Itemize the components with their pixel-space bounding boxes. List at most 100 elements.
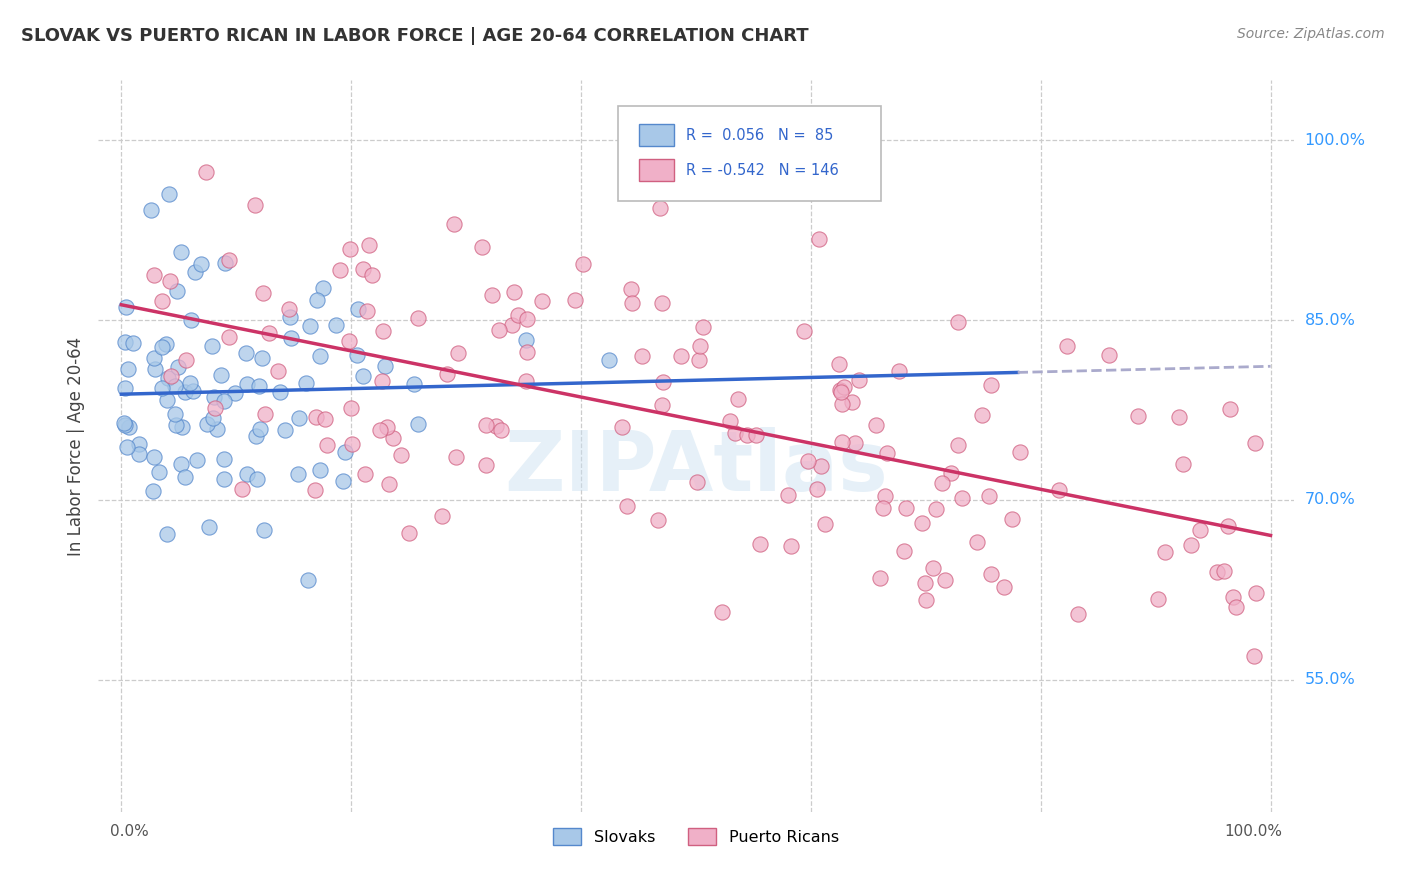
FancyBboxPatch shape (638, 160, 675, 181)
Point (143, 351, 166, 365)
Point (305, 293, 328, 307)
Point (980, 566, 1002, 581)
Point (950, 491, 973, 505)
Point (485, 419, 508, 434)
Point (647, 513, 669, 527)
Point (122, 335, 145, 350)
Point (174, 352, 197, 367)
Point (1098, 347, 1121, 361)
Point (475, 458, 498, 472)
Point (893, 543, 915, 558)
Point (979, 489, 1001, 503)
Point (887, 364, 910, 378)
Point (710, 605, 733, 619)
Point (172, 420, 194, 434)
Point (356, 304, 378, 318)
Point (391, 449, 413, 463)
Point (718, 414, 741, 428)
Point (374, 359, 396, 373)
Y-axis label: In Labor Force | Age 20-64: In Labor Force | Age 20-64 (66, 336, 84, 556)
Point (408, 310, 430, 325)
Point (165, 417, 187, 432)
Point (516, 312, 538, 326)
Point (247, 378, 270, 392)
Point (914, 575, 936, 590)
Point (128, 436, 150, 450)
Text: SLOVAK VS PUERTO RICAN IN LABOR FORCE | AGE 20-64 CORRELATION CHART: SLOVAK VS PUERTO RICAN IN LABOR FORCE | … (21, 27, 808, 45)
Text: 85.0%: 85.0% (1305, 312, 1355, 327)
Point (236, 467, 259, 482)
Point (202, 411, 225, 425)
Text: Source: ZipAtlas.com: Source: ZipAtlas.com (1237, 27, 1385, 41)
Point (218, 253, 240, 268)
Point (1008, 445, 1031, 459)
Point (1243, 648, 1265, 663)
Point (328, 262, 350, 277)
Point (166, 284, 188, 298)
Point (488, 322, 510, 336)
Point (204, 401, 226, 415)
Point (972, 409, 994, 423)
Text: R = -0.542   N = 146: R = -0.542 N = 146 (686, 162, 839, 178)
Point (1180, 537, 1202, 551)
Point (269, 384, 291, 399)
Point (114, 381, 136, 395)
Point (648, 201, 671, 215)
Point (245, 472, 267, 486)
Point (250, 351, 273, 365)
Point (848, 373, 870, 387)
Point (333, 445, 356, 459)
Point (298, 318, 321, 333)
Point (1167, 409, 1189, 424)
Point (254, 408, 277, 422)
Point (360, 268, 382, 282)
Point (896, 501, 918, 516)
Point (273, 423, 295, 437)
Point (325, 318, 347, 332)
Point (564, 293, 586, 307)
Point (832, 380, 855, 394)
Point (257, 326, 280, 340)
Point (831, 435, 853, 450)
Point (375, 420, 398, 434)
Point (148, 465, 170, 479)
Point (686, 475, 709, 490)
Point (651, 398, 673, 412)
Point (921, 560, 943, 574)
Point (205, 422, 228, 436)
Point (186, 453, 208, 467)
Point (749, 537, 772, 551)
Point (620, 296, 643, 310)
Point (287, 467, 309, 481)
Point (359, 237, 381, 252)
Point (159, 274, 181, 288)
Point (249, 422, 271, 436)
Point (598, 352, 620, 367)
Point (1205, 565, 1227, 579)
Point (378, 476, 401, 491)
Point (180, 313, 202, 327)
Point (337, 334, 360, 349)
Point (1222, 591, 1244, 605)
Point (243, 198, 266, 212)
Point (157, 187, 180, 202)
Point (218, 330, 240, 344)
Point (915, 592, 938, 607)
Point (143, 361, 166, 376)
Point (195, 165, 218, 179)
Point (616, 499, 638, 513)
Point (371, 324, 394, 338)
Point (814, 516, 837, 531)
Point (114, 301, 136, 315)
Point (235, 346, 257, 360)
Text: 100.0%: 100.0% (1225, 823, 1282, 838)
Point (339, 401, 361, 415)
Point (398, 525, 420, 540)
Point (872, 500, 894, 515)
Point (352, 368, 374, 383)
Point (305, 409, 328, 424)
Point (304, 483, 326, 497)
Point (354, 467, 377, 482)
Point (346, 348, 368, 362)
Point (231, 482, 253, 496)
